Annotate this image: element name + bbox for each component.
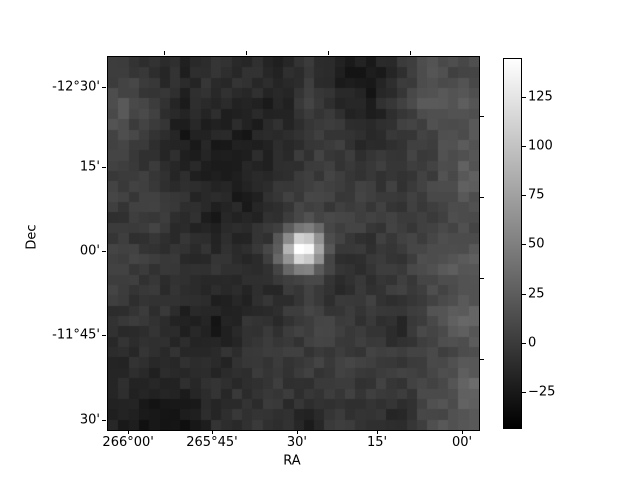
x-tick-label: 266°00' <box>102 435 154 450</box>
x-tick <box>211 430 213 434</box>
sky-image-heatmap <box>108 57 479 430</box>
y-tick <box>102 86 106 88</box>
x-axis-label: RA <box>283 453 301 469</box>
y-tick <box>480 116 484 118</box>
y-tick <box>480 358 484 360</box>
y-tick-label: 00' <box>79 243 100 259</box>
x-tick <box>128 430 130 434</box>
colorbar-tick <box>522 391 526 393</box>
colorbar-tick <box>522 342 526 344</box>
colorbar-tick-label: 125 <box>528 89 553 105</box>
x-tick <box>246 51 248 55</box>
colorbar-tick <box>522 293 526 295</box>
y-tick <box>102 420 106 422</box>
y-tick <box>102 335 106 336</box>
x-tick-label: 30' <box>286 435 307 450</box>
colorbar-tick-label: 0 <box>528 335 537 351</box>
x-tick <box>410 51 412 55</box>
y-tick <box>102 167 106 169</box>
y-tick-label: 30' <box>79 412 100 428</box>
y-tick <box>480 196 484 198</box>
colorbar-tick <box>522 195 526 197</box>
plot-axes <box>107 56 480 431</box>
colorbar-tick <box>522 97 526 99</box>
y-tick-label: 15' <box>79 159 100 175</box>
y-tick-label: -11°45' <box>52 327 100 343</box>
colorbar-tick-label: 25 <box>528 286 545 302</box>
colorbar-tick-label: −25 <box>528 384 556 400</box>
x-tick <box>164 51 166 55</box>
colorbar-tick-label: 75 <box>528 187 545 203</box>
y-axis-label: Dec <box>24 224 40 250</box>
x-tick <box>462 430 464 434</box>
x-tick <box>377 430 379 434</box>
x-tick-label: 00' <box>451 435 473 450</box>
x-tick-label: 15' <box>367 435 388 450</box>
colorbar-gradient <box>503 58 522 429</box>
y-tick-label: -12°30' <box>52 79 100 95</box>
x-tick-label: 265°45' <box>186 435 238 450</box>
y-tick <box>102 251 106 253</box>
y-tick <box>480 277 484 279</box>
x-tick <box>328 51 330 55</box>
x-tick <box>296 430 298 434</box>
colorbar-tick-label: 100 <box>528 138 553 154</box>
colorbar-tick-label: 50 <box>528 236 545 252</box>
colorbar-tick <box>522 146 526 148</box>
colorbar-tick <box>522 244 526 246</box>
